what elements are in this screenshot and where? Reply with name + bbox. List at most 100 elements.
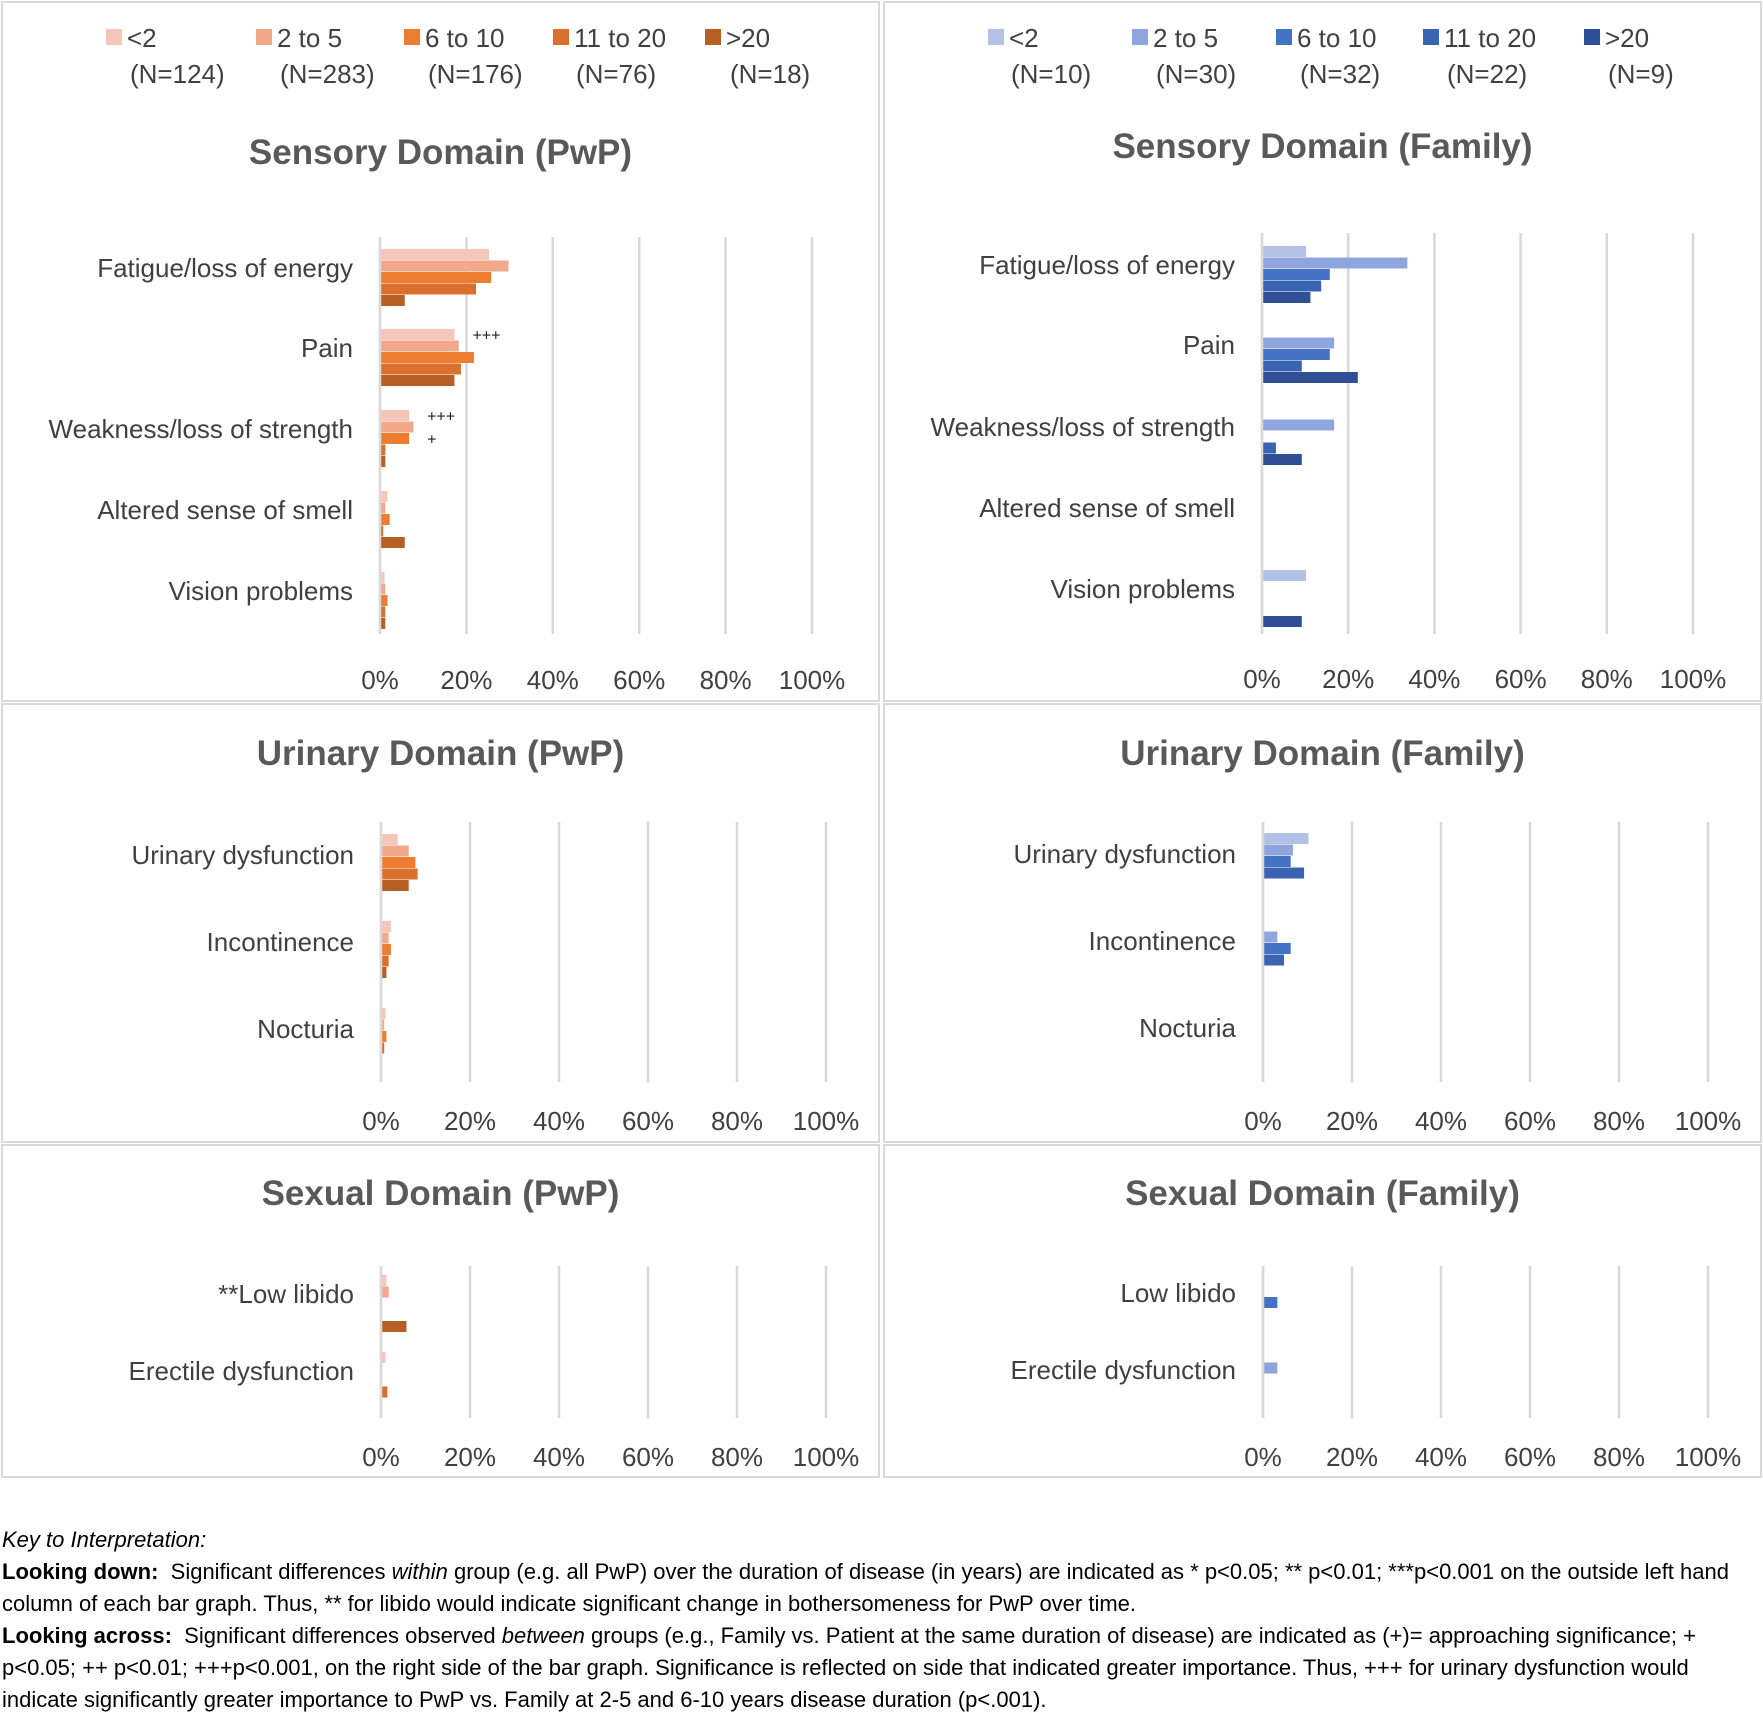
bar: [382, 1386, 388, 1398]
bar: [382, 1008, 386, 1019]
category-label: Weakness/loss of strength: [49, 414, 353, 444]
bar: [1263, 269, 1330, 280]
bar: [382, 1019, 385, 1031]
x-tick-label: 40%: [533, 1442, 585, 1472]
x-tick-label: 60%: [622, 1106, 674, 1136]
category-label: Erectile dysfunction: [1011, 1355, 1236, 1385]
chart-frame: [883, 703, 1762, 1143]
category-label: Low libido: [1120, 1278, 1236, 1308]
category-label: Pain: [1183, 330, 1235, 360]
bar: [381, 363, 461, 375]
bar: [381, 456, 386, 467]
x-tick-label: 80%: [1593, 1442, 1645, 1472]
legend-n-label: (N=76): [576, 59, 656, 89]
x-tick-label: 40%: [1408, 664, 1460, 694]
category-label: Urinary dysfunction: [131, 840, 354, 870]
key-looking-down: Looking down: Significant differences wi…: [2, 1556, 1742, 1620]
legend-label: >20: [1605, 23, 1649, 53]
bar: [381, 352, 474, 363]
bar: [382, 1321, 407, 1332]
bar: [381, 260, 509, 272]
bar: [1263, 419, 1335, 431]
chart-title: Urinary Domain (Family): [1120, 734, 1525, 773]
chart-panel-urinary-family: Urinary Domain (Family) 0% 20% 40% 60% 80% 100…: [883, 703, 1762, 1143]
legend-swatch: [1276, 29, 1292, 45]
bar: [1263, 570, 1307, 581]
key-down-em: within: [391, 1559, 448, 1584]
chart-panel-urinary-pwp: Urinary Domain (PwP) 0% 20% 40% 60% 80% 100% Ur…: [1, 703, 880, 1143]
bar: [381, 514, 390, 525]
legend-swatch: [705, 29, 721, 45]
category-label: Urinary dysfunction: [1013, 839, 1236, 869]
legend-swatch: [1132, 29, 1148, 45]
bar: [381, 502, 386, 514]
legend-swatch: [1423, 29, 1439, 45]
bar: [382, 967, 387, 978]
bar: [381, 283, 477, 295]
key-down-post: group (e.g. all PwP) over the duration o…: [2, 1559, 1729, 1616]
bar: [381, 491, 388, 502]
legend-n-label: (N=9): [1608, 59, 1674, 89]
bar: [1264, 954, 1285, 966]
x-tick-label: 40%: [1415, 1442, 1467, 1472]
bar: [1264, 943, 1291, 954]
chart-title: Sexual Domain (PwP): [262, 1174, 620, 1213]
x-tick-label: 20%: [1326, 1106, 1378, 1136]
bar: [382, 955, 389, 967]
bar: [381, 572, 385, 583]
bar: [382, 1275, 387, 1286]
category-label: Vision problems: [1050, 574, 1235, 604]
bar: [1264, 931, 1278, 943]
chart-panel-sexual-pwp: Sexual Domain (PwP) 0% 20% 40% 60% 80% 100% **L…: [1, 1144, 880, 1478]
bar: [381, 433, 410, 444]
chart-title: Urinary Domain (PwP): [257, 734, 625, 773]
bar: [381, 583, 386, 595]
bar: [382, 1031, 387, 1042]
bar: [381, 421, 414, 433]
category-label: Incontinence: [207, 927, 354, 957]
bar: [382, 944, 391, 955]
x-tick-label: 40%: [533, 1106, 585, 1136]
bar: [1264, 856, 1291, 867]
key-down-pre: Significant differences: [170, 1559, 386, 1584]
x-tick-label: 60%: [622, 1442, 674, 1472]
legend-swatch: [553, 29, 569, 45]
bar: [1264, 867, 1305, 879]
legend-label: >20: [726, 23, 770, 53]
legend-n-label: (N=22): [1447, 59, 1527, 89]
category-label: Weakness/loss of strength: [931, 412, 1235, 442]
legend-label: 6 to 10: [425, 23, 505, 53]
legend-n-label: (N=10): [1011, 59, 1091, 89]
chart-panel-sensory-pwp: Sensory Domain (PwP) 0% 20% 40% 60% 80% 100% Fa…: [1, 1, 880, 702]
bar: [382, 1042, 385, 1054]
bar: [1263, 616, 1302, 627]
chart-panel-sensory-family: Sensory Domain (Family) 0% 20% 40% 60% 80% 100…: [883, 1, 1762, 702]
legend-n-label: (N=30): [1156, 59, 1236, 89]
x-tick-label: 40%: [1415, 1106, 1467, 1136]
bar: [381, 375, 455, 386]
bar: [1263, 246, 1307, 257]
legend-swatch: [404, 29, 420, 45]
category-label: Altered sense of smell: [979, 493, 1235, 523]
bar: [382, 1352, 386, 1363]
chart-title: Sensory Domain (PwP): [249, 133, 632, 172]
bar: [1264, 844, 1293, 856]
x-tick-label: 100%: [1660, 664, 1727, 694]
x-tick-label: 80%: [711, 1106, 763, 1136]
key-across-pre: Significant differences observed: [184, 1623, 496, 1648]
category-label: Fatigue/loss of energy: [97, 253, 353, 283]
bar: [381, 595, 388, 606]
legend-label: 11 to 20: [1444, 23, 1536, 53]
bar: [381, 444, 386, 456]
legend-label: 2 to 5: [1153, 23, 1218, 53]
bar: [1263, 372, 1358, 383]
bar: [382, 932, 389, 944]
x-tick-label: 20%: [1322, 664, 1374, 694]
key-heading: Key to Interpretation:: [2, 1527, 207, 1552]
bar: [381, 329, 455, 340]
bar: [381, 618, 386, 629]
key-down-label: Looking down:: [2, 1559, 159, 1584]
category-label: Erectile dysfunction: [129, 1356, 354, 1386]
bar: [1263, 280, 1322, 292]
legend-label: <2: [127, 23, 157, 53]
